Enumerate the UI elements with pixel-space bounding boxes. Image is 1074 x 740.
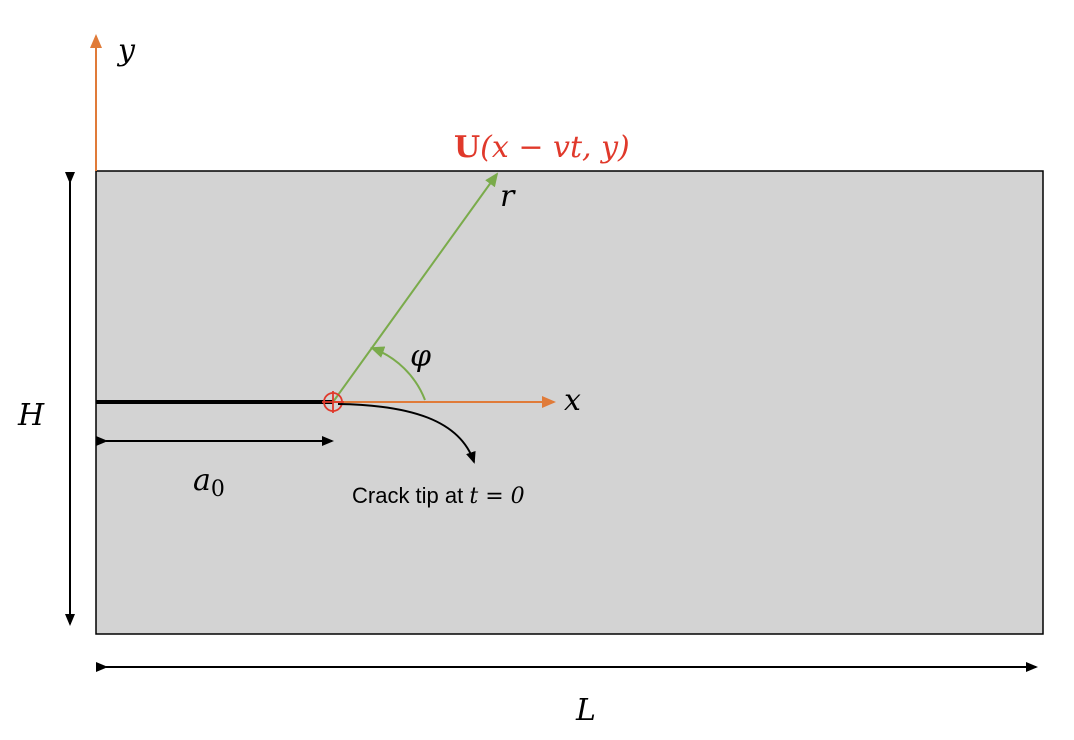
displacement-args: (x − vt, y) (480, 130, 630, 165)
crack-length-sub: 0 (211, 477, 225, 502)
crack-tip-pointer (337, 403, 476, 464)
crosshair-circle-icon (322, 391, 344, 413)
crack-tip-text: Crack tip at (352, 483, 469, 508)
displacement-bold: U (454, 130, 480, 165)
crack-tip-caption: Crack tip at t = 0 (352, 483, 525, 509)
length-label: L (575, 693, 596, 728)
crack-tip-math: t = 0 (469, 484, 524, 509)
height-label: H (17, 398, 45, 433)
crack-length-base: a (193, 463, 211, 498)
y-axis-label: y (116, 33, 136, 68)
r-axis-label: r (500, 179, 516, 214)
x-axis-label: x (564, 383, 581, 418)
angle-label: φ (410, 339, 431, 374)
angle-arc (370, 346, 426, 401)
r-axis-arrow (332, 172, 499, 403)
displacement-label: U(x − vt, y) (454, 130, 630, 165)
crack-length-label: a0 (193, 463, 225, 502)
